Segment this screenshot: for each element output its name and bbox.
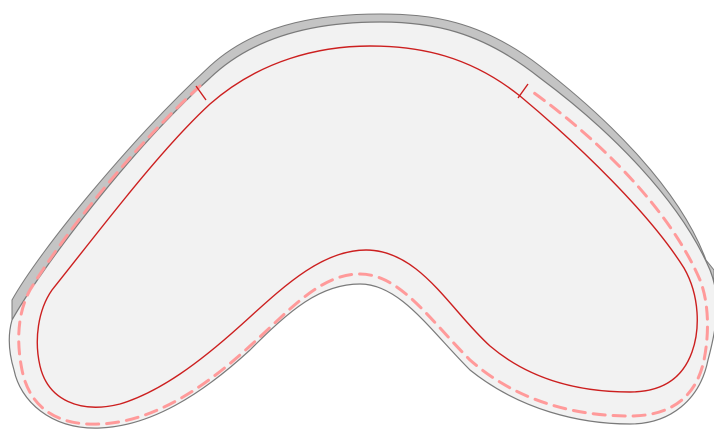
inner-red-line: [36, 45, 698, 408]
right-tick-mark: [517, 83, 529, 99]
dashed-seam-line: [17, 84, 709, 426]
boomerang-body: [8, 21, 714, 429]
left-tick-mark: [195, 85, 207, 101]
